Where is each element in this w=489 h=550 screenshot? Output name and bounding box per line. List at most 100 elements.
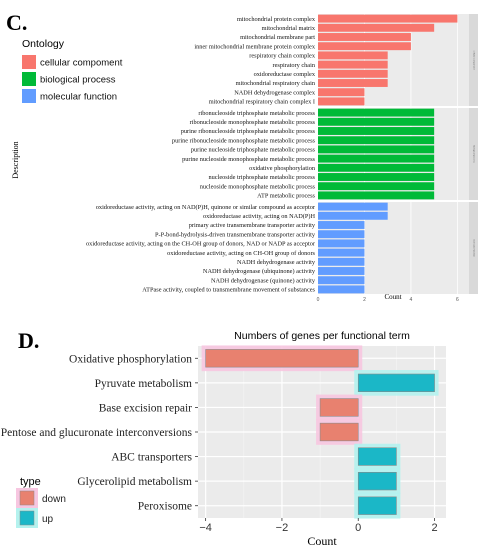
- panel-c-legend-title: Ontology: [22, 38, 65, 50]
- panel-c-bar: [318, 257, 365, 266]
- panel-c-xtick-label: 4: [410, 297, 413, 303]
- panel-c-bar: [318, 127, 435, 135]
- panel-d-label: D.: [18, 328, 39, 353]
- panel-d-category-label: Glycerolipid metabolism: [77, 476, 192, 488]
- panel-c-category-label: purine nucleoside monophosphate metaboli…: [182, 156, 315, 163]
- panel-c-category-label: oxidoreductase activity, acting on CH-OH…: [167, 250, 315, 257]
- panel-c-xlabel: Count: [384, 293, 401, 301]
- panel-c-category-label: ATP metabolic process: [257, 193, 315, 200]
- panel-c-bar: [318, 173, 435, 181]
- panel-c-facet-label: cellular compoment: [473, 51, 476, 70]
- panel-d-bar: [357, 373, 435, 393]
- panel-c-bar: [318, 145, 435, 154]
- panel-d-legend-swatch: [19, 510, 35, 526]
- panel-d-category-label: Pyruvate metabolism: [95, 378, 192, 390]
- panel-c-category-label: NADH dehydrogenase (ubiquinone) activity: [203, 268, 316, 275]
- panel-d-xtick-label: −2: [276, 522, 289, 534]
- panel-d-legend: type down up: [16, 476, 66, 528]
- panel-c-category-label: ribonucleoside triphosphate metabolic pr…: [198, 110, 315, 117]
- panel-c-facet-strip: [469, 202, 478, 294]
- panel-d-bar: [357, 471, 397, 491]
- panel-c-bar: [318, 276, 365, 285]
- panel-d-xtick-label: 0: [355, 522, 361, 534]
- panel-c-category-label: primary active transmembrane transporter…: [189, 222, 316, 229]
- panel-c-category-label: mitochondrial respiratory chain complex …: [209, 99, 315, 106]
- panel-c-facet-label: biological process: [473, 145, 476, 163]
- panel-d-plot: Oxidative phosphorylation Pyruvate metabo…: [1, 345, 446, 534]
- panel-d-bar: [357, 496, 397, 515]
- panel-c-category-label: NADH dehydrogenase activity: [237, 259, 316, 266]
- panel-c: C. Ontology cellular compoment biological…: [6, 10, 478, 303]
- panel-d-title: Numbers of genes per functional term: [234, 330, 410, 342]
- panel-c-bar: [318, 221, 365, 229]
- panel-c-category-label: NADH dehydrogenase (quinone) activity: [211, 277, 316, 284]
- panel-d-bar: [319, 422, 359, 442]
- panel-d-legend-title: type: [20, 476, 41, 488]
- panel-c-bar: [318, 79, 388, 87]
- panel-c-bar: [318, 211, 388, 220]
- panel-c-category-label: mitochondrial respiratory chain: [236, 80, 316, 87]
- panel-c-bar: [318, 88, 365, 97]
- panel-c-label: C.: [6, 10, 27, 35]
- panel-c-category-label: respiratory chain complex: [249, 53, 316, 60]
- panel-c-legend-swatch: [22, 55, 36, 69]
- panel-c-bar: [318, 239, 365, 248]
- panel-c-legend-label: molecular function: [40, 92, 117, 103]
- panel-c-category-label: mitochondrial matrix: [262, 25, 316, 32]
- panel-c-bar: [318, 248, 365, 257]
- panel-c-xtick-label: 2: [363, 297, 366, 303]
- panel-d-legend-label: up: [42, 514, 54, 525]
- panel-c-category-label: oxidoreductase activity, acting on the C…: [86, 241, 316, 248]
- panel-c-bar: [318, 97, 365, 106]
- panel-c-bar: [318, 191, 435, 200]
- panel-c-legend-swatch: [22, 89, 36, 103]
- panel-c-category-label: oxidoreductase activity, acting on NAD(P…: [203, 213, 315, 220]
- panel-c-category-label: mitochondrial protein complex: [237, 16, 316, 23]
- panel-c-legend-label: biological process: [40, 75, 116, 86]
- panel-c-bar: [318, 163, 435, 172]
- panel-c-bar: [318, 117, 435, 126]
- panel-c-bar: [318, 33, 411, 41]
- panel-d-category-label: Oxidative phosphorylation: [69, 353, 192, 365]
- panel-c-category-label: inner mitochondrial membrane protein com…: [194, 43, 316, 50]
- panel-c-bar: [318, 267, 365, 275]
- panel-c-bar: [318, 154, 435, 163]
- panel-c-category-label: oxidoreductase activity, acting on NAD(P…: [96, 204, 316, 211]
- panel-c-category-label: NADH dehydrogenase complex: [234, 89, 316, 96]
- panel-d-bar: [205, 349, 359, 368]
- panel-c-bar: [318, 230, 365, 239]
- panel-c-bar: [318, 182, 435, 191]
- panel-c-bar: [318, 23, 435, 32]
- panel-c-category-label: oxidative phosphorylation: [249, 165, 316, 172]
- panel-c-category-label: purine ribonucleoside triphosphate metab…: [181, 128, 316, 135]
- panel-c-bar: [318, 108, 435, 117]
- panel-c-category-label: nucleoside triphosphate metabolic proces…: [209, 174, 316, 181]
- panel-d-category-label: ABC transporters: [111, 452, 192, 464]
- panel-c-bar: [318, 60, 388, 69]
- panel-c-xtick-label: 0: [317, 297, 320, 303]
- panel-c-category-label: nucleoside monophosphate metabolic proce…: [200, 183, 316, 190]
- panel-d-xtick-label: 2: [431, 522, 437, 534]
- panel-d-bar: [357, 447, 397, 466]
- panel-d-category-label: Peroxisome: [138, 501, 192, 513]
- panel-c-legend: Ontology cellular compoment biological pr…: [22, 38, 123, 103]
- panel-c-category-label: purine nucleoside triphosphate metabolic…: [191, 147, 316, 154]
- panel-d-legend-swatch: [19, 490, 35, 506]
- panel-c-bar: [318, 285, 365, 294]
- panel-c-facet-strip: [469, 14, 478, 106]
- panel-c-legend-swatch: [22, 72, 36, 86]
- panel-c-facet-strip: [469, 108, 478, 200]
- panel-c-legend-label: cellular compoment: [40, 58, 123, 69]
- panel-d-xlabel: Count: [307, 534, 337, 548]
- panel-c-bar: [318, 136, 435, 145]
- panel-c-ylabel: Description: [11, 141, 20, 178]
- panel-c-category-label: ribonucleoside monophosphate metabolic p…: [190, 119, 316, 126]
- panel-c-category-label: respiratory chain: [273, 62, 316, 69]
- panel-c-bar: [318, 202, 388, 211]
- panel-d: D. Numbers of genes per functional term …: [1, 328, 446, 548]
- panel-d-category-label: Base excision repair: [99, 402, 192, 414]
- panel-c-bar: [318, 14, 458, 23]
- panel-d-category-label: Pentose and glucuronate interconversions: [1, 427, 193, 439]
- panel-c-category-label: mitochondrial membrane part: [240, 34, 315, 41]
